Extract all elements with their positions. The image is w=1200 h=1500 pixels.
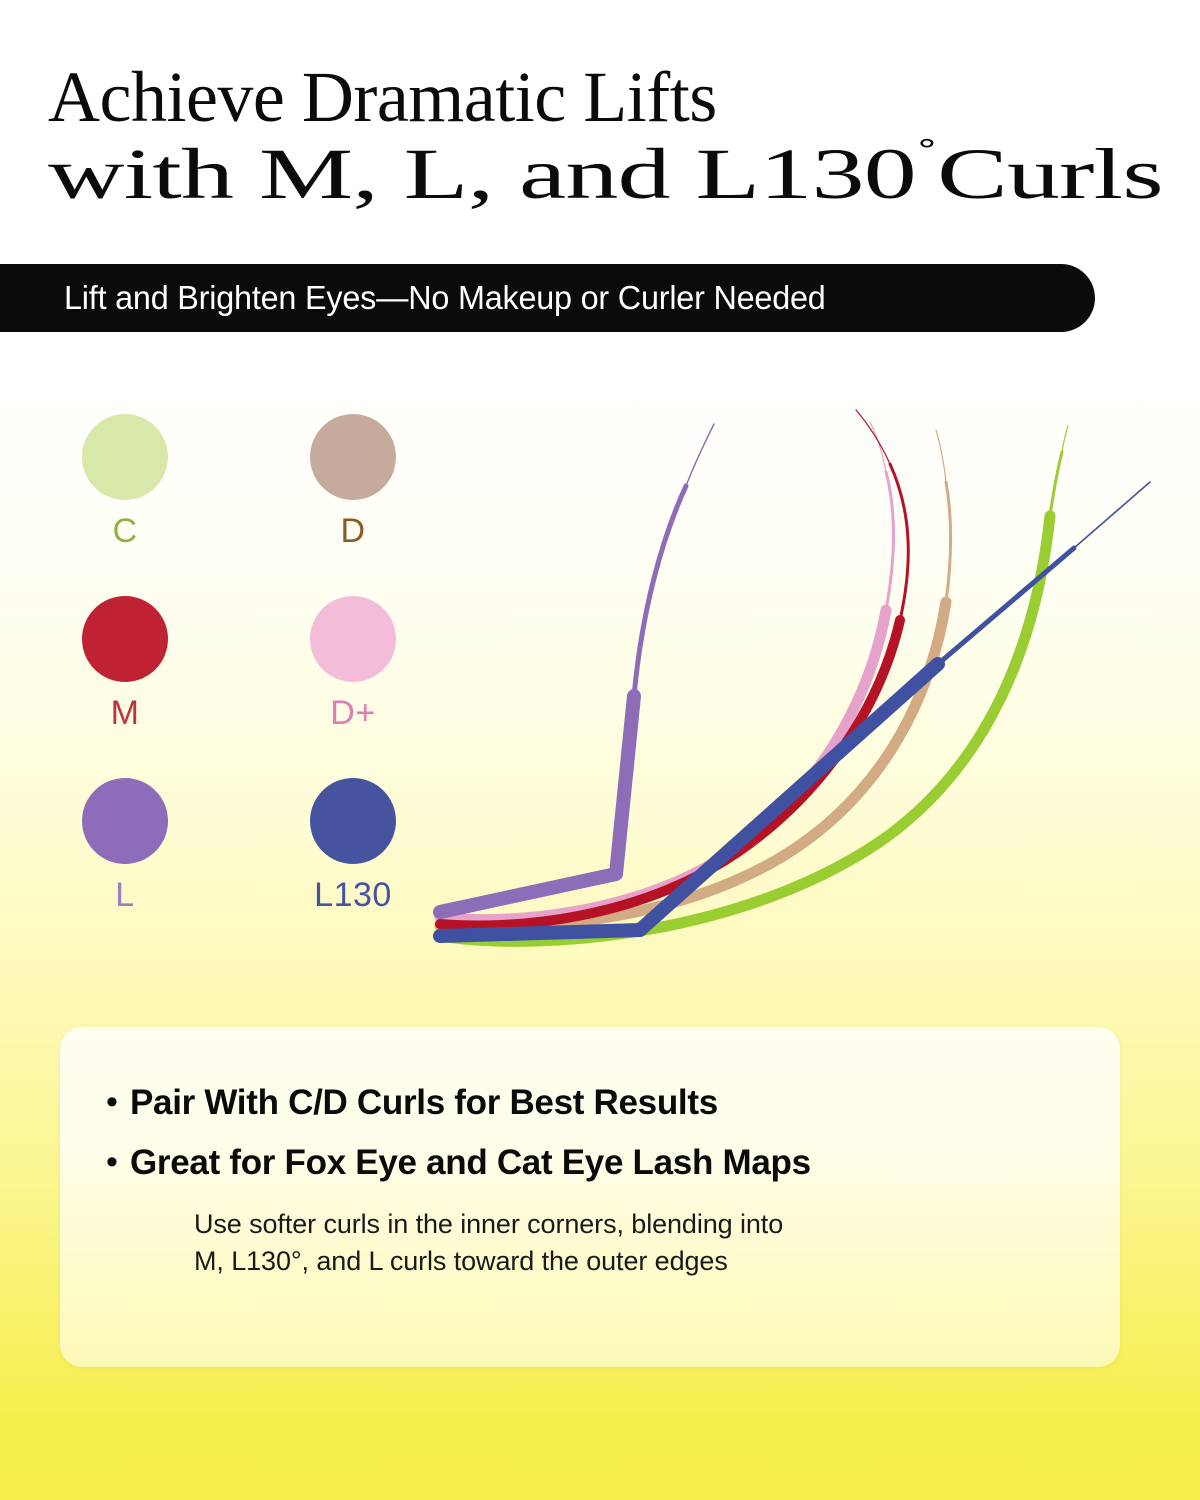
legend-item-l[interactable]: L bbox=[82, 778, 168, 912]
curl-legend: C D M D+ L L130 bbox=[82, 414, 422, 912]
lash-curl-diagram bbox=[418, 396, 1200, 986]
swatch-dot-c bbox=[82, 414, 168, 500]
swatch-dot-l130 bbox=[310, 778, 396, 864]
subtitle-banner: Lift and Brighten Eyes—No Makeup or Curl… bbox=[0, 264, 1095, 332]
swatch-dot-d bbox=[310, 414, 396, 500]
list-item: • Pair With C/D Curls for Best Results bbox=[94, 1083, 1058, 1123]
swatch-label-l130: L130 bbox=[314, 876, 392, 914]
title-line-2-main: with M, L, and L130 bbox=[48, 133, 917, 214]
title-line-2: with M, L, and L130˚Curls bbox=[48, 133, 1200, 209]
lash-curl-svg bbox=[433, 409, 1151, 947]
degree-symbol: ˚ bbox=[915, 130, 938, 181]
tips-note: Use softer curls in the inner corners, b… bbox=[194, 1206, 1058, 1281]
page-title: Achieve Dramatic Lifts with M, L, and L1… bbox=[48, 57, 1178, 209]
lash-curve-l130 bbox=[433, 481, 1151, 943]
legend-item-dplus[interactable]: D+ bbox=[310, 596, 396, 730]
legend-item-d[interactable]: D bbox=[310, 414, 396, 548]
lash-curve-m bbox=[435, 409, 910, 931]
tip-text-2: Great for Fox Eye and Cat Eye Lash Maps bbox=[130, 1143, 811, 1183]
swatch-label-d: D bbox=[340, 512, 366, 550]
legend-item-m[interactable]: M bbox=[82, 596, 168, 730]
tips-note-line-1: Use softer curls in the inner corners, b… bbox=[194, 1208, 784, 1239]
lash-curve-l bbox=[433, 423, 715, 919]
tips-card: • Pair With C/D Curls for Best Results •… bbox=[60, 1027, 1120, 1367]
swatch-dot-m bbox=[82, 596, 168, 682]
bullet-icon: • bbox=[106, 1143, 118, 1182]
legend-row: M D+ bbox=[82, 596, 422, 730]
swatch-label-m: M bbox=[110, 694, 140, 732]
legend-item-c[interactable]: C bbox=[82, 414, 168, 548]
lash-curve-dplus bbox=[434, 421, 895, 926]
list-item: • Great for Fox Eye and Cat Eye Lash Map… bbox=[94, 1143, 1058, 1183]
lash-curve-c bbox=[434, 425, 1069, 947]
swatch-dot-dplus bbox=[310, 596, 396, 682]
tips-note-line-2: M, L130°, and L curls toward the outer e… bbox=[194, 1245, 728, 1276]
legend-item-l130[interactable]: L130 bbox=[310, 778, 396, 912]
swatch-label-dplus: D+ bbox=[330, 694, 376, 732]
title-line-2-tail: Curls bbox=[937, 133, 1163, 214]
bullet-icon: • bbox=[106, 1083, 118, 1121]
swatch-dot-l bbox=[82, 778, 168, 864]
tip-text-1: Pair With C/D Curls for Best Results bbox=[130, 1083, 718, 1122]
swatch-label-c: C bbox=[112, 512, 138, 550]
title-line-1: Achieve Dramatic Lifts bbox=[48, 57, 717, 137]
legend-row: L L130 bbox=[82, 778, 422, 912]
subtitle-banner-text: Lift and Brighten Eyes—No Makeup or Curl… bbox=[64, 279, 826, 316]
swatch-label-l: L bbox=[115, 876, 135, 914]
lash-curve-d bbox=[434, 429, 952, 934]
legend-row: C D bbox=[82, 414, 422, 548]
